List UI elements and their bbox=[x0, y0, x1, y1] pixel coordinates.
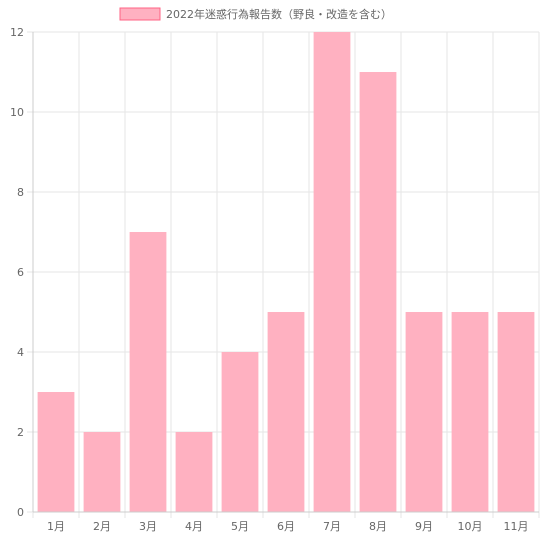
x-tick-label: 9月 bbox=[415, 520, 433, 533]
y-tick-label: 8 bbox=[17, 186, 24, 199]
y-tick-label: 2 bbox=[17, 426, 24, 439]
x-tick-label: 10月 bbox=[458, 520, 483, 533]
bar bbox=[451, 312, 489, 512]
y-tick-label: 12 bbox=[10, 26, 24, 39]
bar bbox=[267, 312, 305, 512]
bar bbox=[497, 312, 535, 512]
axes: 0 2 4 6 8 10 12 1月 2月 3月 4月 5月 6月 7月 8月 9月 10月 11月 bbox=[10, 26, 539, 533]
y-tick-label: 10 bbox=[10, 106, 24, 119]
legend-label: 2022年迷惑行為報告数（野良・改造を含む） bbox=[166, 7, 392, 21]
bar bbox=[129, 232, 167, 512]
x-tick-label: 7月 bbox=[323, 520, 341, 533]
x-tick-label: 11月 bbox=[504, 520, 529, 533]
y-tick-label: 6 bbox=[17, 266, 24, 279]
x-tick-label: 3月 bbox=[139, 520, 157, 533]
bar bbox=[221, 352, 259, 512]
y-tick-label: 0 bbox=[17, 506, 24, 519]
bar bbox=[175, 432, 213, 512]
bars bbox=[37, 32, 535, 512]
x-tick-label: 1月 bbox=[47, 520, 65, 533]
x-tick-label: 8月 bbox=[369, 520, 387, 533]
x-tick-label: 5月 bbox=[231, 520, 249, 533]
bar bbox=[313, 32, 351, 512]
x-tick-label: 4月 bbox=[185, 520, 203, 533]
legend-swatch bbox=[119, 7, 161, 21]
bar bbox=[83, 432, 121, 512]
x-tick-label: 2月 bbox=[93, 520, 111, 533]
bar bbox=[405, 312, 443, 512]
bar bbox=[37, 392, 75, 512]
x-tick-label: 6月 bbox=[277, 520, 295, 533]
y-tick-label: 4 bbox=[17, 346, 24, 359]
legend[interactable]: 2022年迷惑行為報告数（野良・改造を含む） bbox=[119, 7, 392, 21]
bar bbox=[359, 72, 397, 512]
